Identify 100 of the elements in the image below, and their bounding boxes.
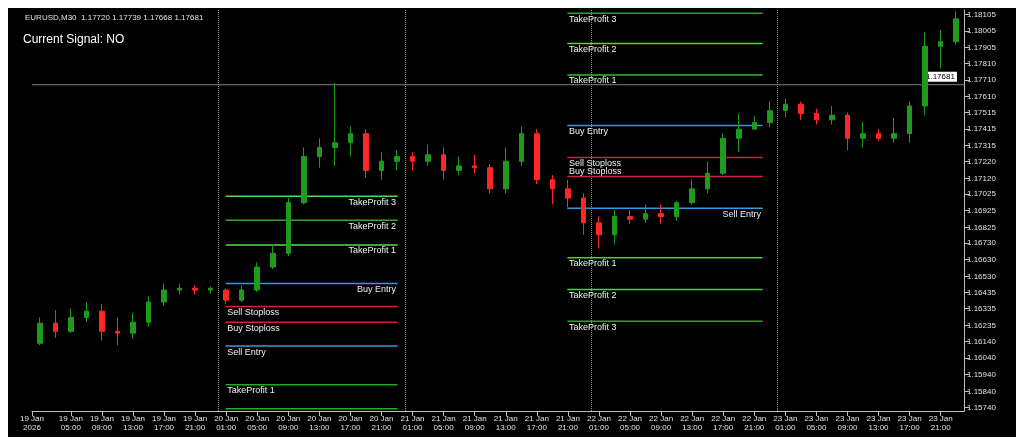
candlestick <box>674 200 679 222</box>
candlestick <box>177 283 182 296</box>
candlestick <box>99 303 105 342</box>
x-tick-label: 22 Jan 21:00 <box>742 414 767 432</box>
series-label: Sell Stoploss <box>568 158 622 169</box>
candlestick <box>829 105 835 125</box>
x-tick-label: 21 Jan 05:00 <box>431 414 456 432</box>
x-tick-label: 21 Jan 13:00 <box>493 414 518 432</box>
series-label: Buy Entry <box>357 284 397 295</box>
candlestick <box>519 125 524 167</box>
x-tick-label: 22 Jan 13:00 <box>680 414 705 432</box>
x-tick-label: 20 Jan 01:00 <box>214 414 239 432</box>
x-tick-label: 19 Jan 13:00 <box>120 414 145 432</box>
candlestick <box>953 10 959 45</box>
candlestick <box>565 179 571 208</box>
candlestick <box>301 146 307 206</box>
candlestick <box>938 29 943 69</box>
series-label: TakeProfit 2 <box>568 44 617 55</box>
x-tick-label: 21 Jan 09:00 <box>462 414 487 432</box>
y-tick-label: 1.17415 <box>967 124 997 134</box>
x-tick-label: 22 Jan 05:00 <box>618 414 643 432</box>
candlestick <box>394 149 400 171</box>
candlestick <box>596 215 602 250</box>
candlestick <box>814 108 819 125</box>
x-tick-label: 19 Jan 2026 <box>19 414 45 432</box>
y-tick-label: 1.17515 <box>967 107 997 117</box>
candlestick <box>317 137 322 169</box>
candlestick <box>161 283 167 307</box>
x-tick-label: 23 Jan 05:00 <box>804 414 829 432</box>
x-tick-label: 23 Jan 01:00 <box>773 414 798 432</box>
candlestick <box>891 117 897 144</box>
candlestick <box>410 151 415 171</box>
y-tick-label: 1.18005 <box>967 26 997 36</box>
candlestick <box>472 154 477 174</box>
x-tick-label: 20 Jan 09:00 <box>276 414 301 432</box>
y-tick-label: 1.17810 <box>967 58 997 68</box>
y-tick-label: 1.16825 <box>967 222 997 232</box>
x-tick-label: 23 Jan 09:00 <box>835 414 860 432</box>
candlestick <box>146 295 151 328</box>
y-tick-label: 1.17905 <box>967 42 997 52</box>
y-tick-label: 1.17120 <box>967 173 997 183</box>
series-label: Sell Entry <box>227 346 267 357</box>
candlestick <box>534 128 540 185</box>
x-tick-label: 23 Jan 17:00 <box>897 414 922 432</box>
text: Current Signal: NO <box>23 32 125 46</box>
candlestick <box>223 287 229 305</box>
x-tick-label: 20 Jan 17:00 <box>338 414 363 432</box>
series-label: TakeProfit 2 <box>568 290 617 301</box>
candlestick <box>286 197 291 257</box>
series-label: Buy Stoploss <box>227 322 281 333</box>
series-label: Sell Stoploss <box>227 307 280 318</box>
x-tick-label: 21 Jan 21:00 <box>555 414 580 432</box>
candlestick <box>37 316 43 346</box>
candlestick <box>348 125 353 158</box>
series-label: TakeProfit 1 <box>568 75 617 86</box>
series-label: TakeProfit 1 <box>227 385 275 396</box>
chart-title: EURUSD,M30 1.17720 1.17739 1.17668 1.17681 <box>25 12 204 22</box>
y-tick-label: 1.16730 <box>967 238 997 248</box>
x-tick-label: 20 Jan 05:00 <box>245 414 270 432</box>
x-tick-label: 20 Jan 21:00 <box>369 414 394 432</box>
series-label: TakeProfit 3 <box>568 321 617 332</box>
series-label: TakeProfit 2 <box>348 220 397 231</box>
x-tick-label: 20 Jan 13:00 <box>307 414 332 432</box>
candlestick <box>581 192 586 236</box>
candlestick <box>627 209 633 225</box>
y-tick-label: 1.17025 <box>967 189 997 199</box>
x-tick-label: 19 Jan 21:00 <box>183 414 208 432</box>
candlestick <box>798 101 804 121</box>
y-tick-label: 1.18105 <box>967 9 997 19</box>
candlestick <box>239 284 244 303</box>
y-tick-label: 1.16530 <box>967 271 997 281</box>
y-tick-label: 1.17315 <box>967 141 997 151</box>
candlestick <box>456 156 462 176</box>
candlestick <box>115 316 120 346</box>
candlestick <box>208 285 213 295</box>
candlestick <box>53 309 58 339</box>
y-tick-label: 1.17610 <box>967 92 997 102</box>
candlestick <box>736 112 742 153</box>
candlestick <box>130 312 136 340</box>
candlestick <box>860 121 866 148</box>
candlestick <box>845 112 850 151</box>
candlestick <box>487 163 493 194</box>
x-tick-label: 19 Jan 09:00 <box>89 414 114 432</box>
y-tick-label: 1.15840 <box>967 386 997 396</box>
candlestick <box>363 128 369 179</box>
series-label: TakeProfit 1 <box>348 245 397 256</box>
series-label: TakeProfit 3 <box>348 196 397 207</box>
y-tick-label: 1.15940 <box>967 369 997 379</box>
candlestick <box>767 101 773 128</box>
candlestick <box>720 133 726 176</box>
series-label: Buy Entry <box>568 125 609 136</box>
candlestick <box>907 101 912 144</box>
y-tick-label: 1.16925 <box>967 206 997 215</box>
ref-line-label: 1.17681 <box>926 72 956 82</box>
y-tick-label: 1.15740 <box>967 403 997 413</box>
x-tick-label: 23 Jan 13:00 <box>866 414 891 432</box>
candlestick <box>503 146 509 194</box>
candlestick <box>254 261 260 293</box>
candlestick <box>922 31 928 116</box>
y-tick-label: 1.17710 <box>967 75 997 85</box>
